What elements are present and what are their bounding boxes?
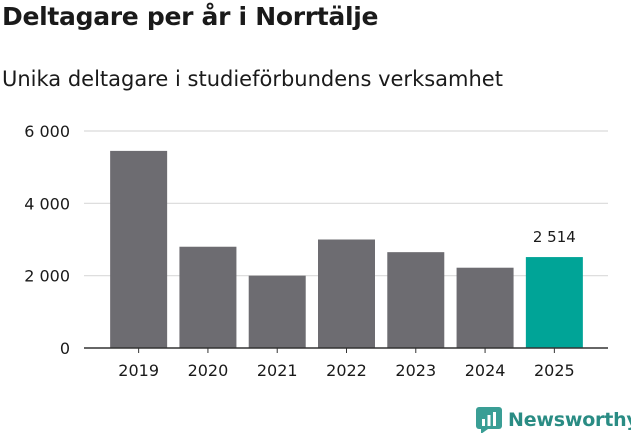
bar (387, 252, 445, 348)
x-tick-label: 2023 (395, 361, 436, 380)
newsworthy-brand[interactable]: Newsworthy (476, 407, 631, 433)
chart-subtitle: Unika deltagare i studieförbundens verks… (2, 67, 503, 91)
bar (456, 267, 514, 348)
chart-title: Deltagare per år i Norrtälje (2, 2, 379, 31)
x-tick-label: 2021 (257, 361, 298, 380)
newsworthy-logo-icon (476, 407, 502, 433)
bar (110, 150, 168, 348)
brand-name: Newsworthy (508, 409, 631, 431)
bar (525, 257, 583, 348)
data-label: 2 514 (533, 228, 576, 246)
x-tick-label: 2024 (465, 361, 506, 380)
y-tick-label: 0 (60, 339, 70, 358)
x-tick-label: 2020 (188, 361, 229, 380)
y-tick-label: 6 000 (24, 122, 70, 141)
bar (248, 275, 306, 348)
x-tick-label: 2022 (326, 361, 367, 380)
bar (318, 239, 375, 348)
x-tick-label: 2019 (118, 361, 159, 380)
bar (179, 246, 237, 348)
y-tick-label: 4 000 (24, 194, 70, 213)
y-tick-label: 2 000 (24, 267, 70, 286)
x-tick-label: 2025 (534, 361, 575, 380)
